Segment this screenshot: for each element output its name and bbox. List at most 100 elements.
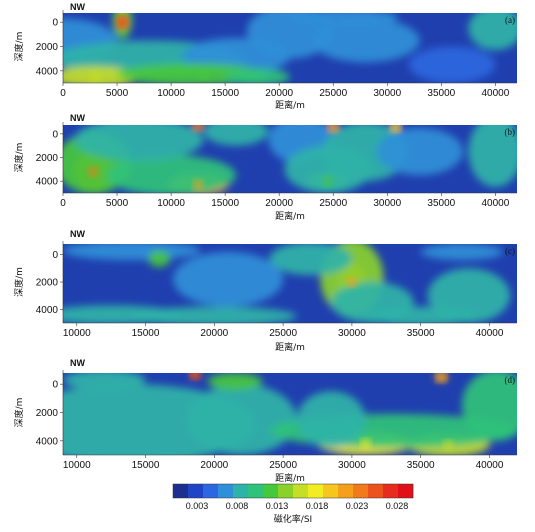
y-tick-label: 0 <box>52 380 58 391</box>
x-tick-label: 25000 <box>269 460 297 471</box>
anomaly-mark <box>443 440 454 451</box>
x-tick-label: 30000 <box>338 460 366 471</box>
colorbar-swatch <box>338 484 354 498</box>
x-tick-label: 35000 <box>407 328 435 339</box>
anomaly-mark <box>198 69 209 80</box>
y-axis-label: 深度/m <box>13 267 25 297</box>
anomaly-mark <box>328 125 339 132</box>
y-tick-label: 2000 <box>36 42 59 53</box>
x-tick-label: 5000 <box>106 198 129 209</box>
panel-a: 0 5000 10000 15000 20000 25000 30000 35000 40000… <box>13 2 517 111</box>
colorbar-swatch <box>203 484 219 498</box>
colorbar-swatch <box>278 484 294 498</box>
anomaly-mark <box>322 176 333 187</box>
panel-b: 0 5000 10000 15000 20000 25000 30000 35000 40000… <box>13 113 517 222</box>
panel-label: (b) <box>505 127 516 137</box>
anomaly-mark <box>193 179 204 190</box>
colorbar-tick-label: 0.013 <box>266 501 289 511</box>
x-tick-label: 35000 <box>427 198 455 209</box>
anomaly-mark <box>90 71 101 82</box>
colorbar-tick-label: 0.008 <box>226 501 249 511</box>
y-tick-label: 0 <box>52 250 58 261</box>
x-axis-label: 距离/m <box>275 472 305 484</box>
x-tick-label: 20000 <box>200 460 228 471</box>
colorbar-swatch <box>173 484 189 498</box>
x-tick-label: 30000 <box>373 198 401 209</box>
x-tick-label: 25000 <box>269 328 297 339</box>
y-tick-label: 2000 <box>36 278 59 289</box>
x-tick-label: 35000 <box>407 460 435 471</box>
colorbar-swatch <box>233 484 249 498</box>
y-axis-label: 深度/m <box>13 32 25 62</box>
susceptibility-field <box>63 244 517 323</box>
y-tick-label: 2000 <box>36 153 59 164</box>
x-tick-label: 40000 <box>476 328 504 339</box>
x-tick-label: 20000 <box>265 198 293 209</box>
colorbar-swatch <box>308 484 324 498</box>
colorbar-swatch <box>218 484 234 498</box>
y-tick-label: 4000 <box>36 305 59 316</box>
colorbar-swatch <box>383 484 399 498</box>
x-tick-label: 10000 <box>157 88 185 99</box>
x-axis-label: 距离/m <box>275 341 305 353</box>
anomaly-mark <box>360 438 371 449</box>
susceptibility-field <box>63 373 517 455</box>
direction-label: NW <box>70 113 85 123</box>
panel-c: 10000 15000 20000 25000 30000 35000 40000 0 2000… <box>13 229 517 353</box>
x-tick-label: 25000 <box>319 88 347 99</box>
x-axis-label: 距离/m <box>275 99 305 111</box>
y-tick-label: 2000 <box>36 408 59 419</box>
y-tick-label: 4000 <box>36 177 59 188</box>
colorbar-tick-label: 0.028 <box>386 501 409 511</box>
x-tick-label: 40000 <box>476 460 504 471</box>
anomaly-mark <box>193 125 204 131</box>
x-tick-label: 0 <box>60 88 66 99</box>
susceptibility-field <box>63 13 517 83</box>
colorbar-swatch <box>263 484 279 498</box>
anomaly-mark <box>117 17 128 28</box>
x-tick-label: 20000 <box>200 328 228 339</box>
x-tick-label: 40000 <box>481 88 509 99</box>
colorbar-tick-label: 0.018 <box>306 501 329 511</box>
x-tick-label: 10000 <box>63 460 91 471</box>
colorbar-title: 磁化率/SI <box>274 513 312 525</box>
y-axis-label: 深度/m <box>13 143 25 173</box>
y-tick-label: 4000 <box>36 436 59 447</box>
colorbar-swatch <box>188 484 204 498</box>
x-tick-label: 15000 <box>211 88 239 99</box>
x-tick-label: 5000 <box>106 88 129 99</box>
colorbar-swatch <box>398 484 414 498</box>
x-tick-label: 25000 <box>319 198 347 209</box>
y-axis-label: 深度/m <box>13 398 25 428</box>
y-tick-label: 0 <box>52 129 58 140</box>
x-tick-label: 10000 <box>63 328 91 339</box>
colorbar-swatch <box>323 484 339 498</box>
x-tick-label: 15000 <box>132 460 160 471</box>
x-tick-label: 15000 <box>132 328 160 339</box>
colorbar: 0.003 0.008 0.013 0.018 0.023 0.028 磁化率/SI <box>172 483 414 525</box>
susceptibility-field <box>63 125 517 193</box>
colorbar-swatch <box>293 484 309 498</box>
x-tick-label: 30000 <box>338 328 366 339</box>
colorbar-tick-label: 0.003 <box>186 501 209 511</box>
panel-label: (d) <box>505 375 516 385</box>
y-tick-label: 4000 <box>36 66 59 77</box>
colorbar-swatch <box>248 484 264 498</box>
colorbar-swatch <box>368 484 384 498</box>
colorbar-tick-label: 0.023 <box>346 501 369 511</box>
x-tick-label: 35000 <box>427 88 455 99</box>
x-tick-label: 10000 <box>157 198 185 209</box>
direction-label: NW <box>70 229 85 239</box>
x-tick-label: 20000 <box>265 88 293 99</box>
direction-label: NW <box>70 358 85 368</box>
anomaly-mark <box>390 125 401 132</box>
panel-d: 10000 15000 20000 25000 30000 35000 40000 0 2000… <box>13 358 517 484</box>
panel-label: (a) <box>505 15 515 25</box>
x-axis-label: 距离/m <box>275 210 305 222</box>
panel-label: (c) <box>505 246 515 256</box>
anomaly-mark <box>190 373 201 380</box>
x-tick-label: 40000 <box>481 198 509 209</box>
colorbar-swatch <box>353 484 369 498</box>
y-tick-label: 0 <box>52 18 58 29</box>
